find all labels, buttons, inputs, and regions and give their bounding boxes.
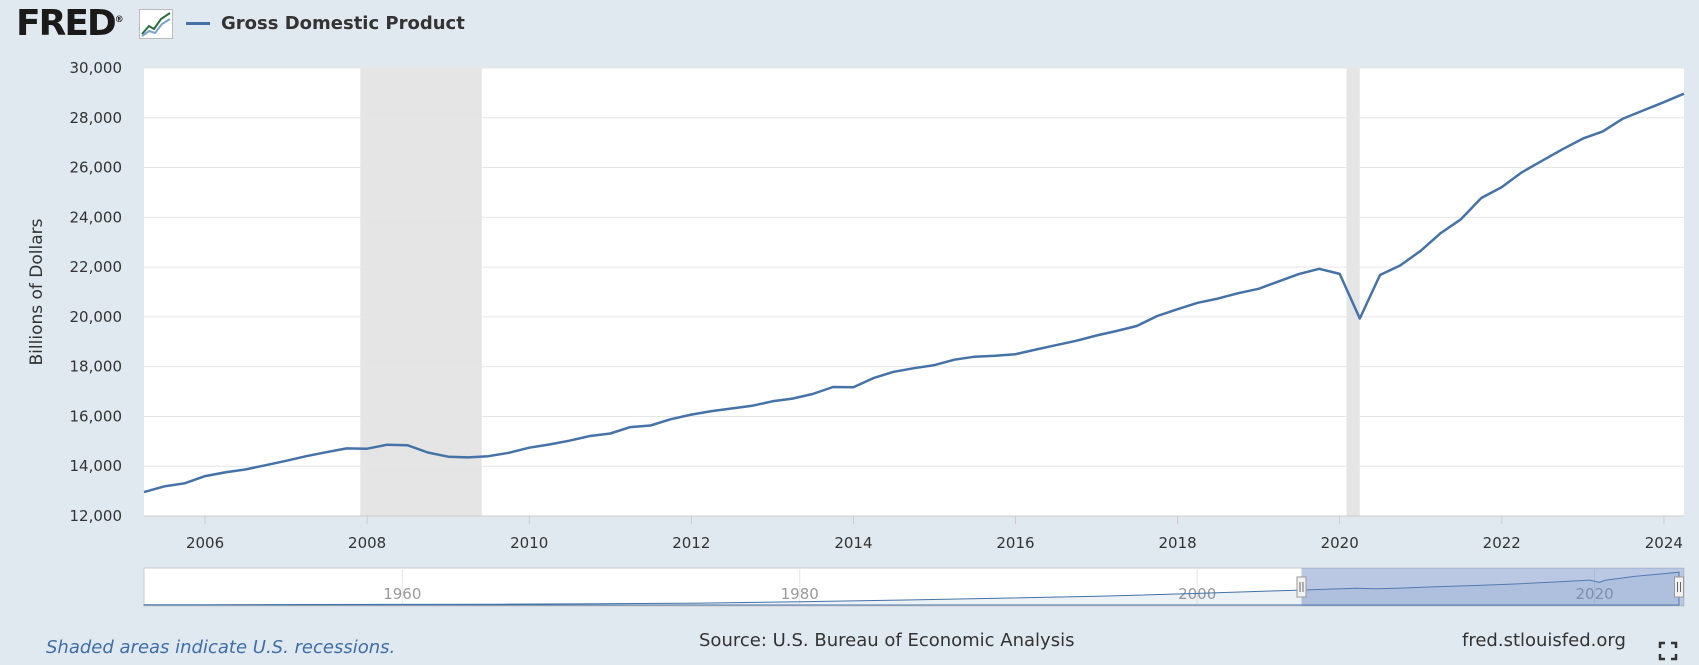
recession-note: Shaded areas indicate U.S. recessions. bbox=[46, 637, 396, 658]
navigator-handle-grip[interactable] bbox=[1674, 576, 1684, 598]
source-text: Source: U.S. Bureau of Economic Analysis bbox=[699, 630, 1075, 651]
y-tick-label: 16,000 bbox=[70, 407, 123, 425]
fred-logo[interactable]: FRED® bbox=[16, 2, 124, 46]
y-tick-label: 12,000 bbox=[70, 507, 123, 525]
y-tick-label: 30,000 bbox=[70, 59, 123, 77]
legend-label: Gross Domestic Product bbox=[221, 12, 465, 34]
recession-band-1 bbox=[360, 68, 482, 516]
navigator-tick-label: 2000 bbox=[1178, 585, 1216, 603]
x-axis-ticks: 2006 2008 2010 2012 2014 2016 2018 2020 2022 2024 bbox=[144, 515, 1684, 552]
navigator-handle-grip[interactable] bbox=[1296, 576, 1307, 598]
series-line-gdp[interactable] bbox=[143, 92, 1685, 494]
x-tick-label: 2014 bbox=[834, 534, 872, 552]
y-axis-ticks: 12,000 14,000 16,000 18,000 20,000 22,000 24,0… bbox=[70, 59, 123, 525]
x-tick-label: 2024 bbox=[1645, 534, 1683, 552]
navigator-tick-label: 1960 bbox=[383, 585, 421, 603]
x-tick-label: 2022 bbox=[1483, 534, 1521, 552]
legend-swatch bbox=[186, 21, 210, 25]
chart-header: FRED® Gross Domestic Product bbox=[0, 0, 700, 48]
navigator-tick-label: 2020 bbox=[1575, 585, 1613, 603]
y-tick-label: 28,000 bbox=[70, 109, 123, 127]
y-tick-label: 14,000 bbox=[70, 457, 123, 475]
navigator-ticks: 1960 1980 2000 2020 bbox=[383, 568, 1614, 606]
fullscreen-icon[interactable] bbox=[1658, 641, 1678, 661]
navigator-handle-left[interactable] bbox=[1296, 576, 1307, 598]
y-axis-label: Billions of Dollars bbox=[27, 218, 47, 365]
x-tick-label: 2008 bbox=[348, 534, 386, 552]
y-tick-label: 18,000 bbox=[70, 358, 123, 376]
navigator-series-area bbox=[143, 571, 1680, 606]
site-link[interactable]: fred.stlouisfed.org bbox=[1462, 630, 1626, 651]
navigator-selected-range[interactable] bbox=[1301, 568, 1684, 606]
x-tick-label: 2012 bbox=[672, 534, 710, 552]
navigator-handle-right[interactable] bbox=[1674, 576, 1684, 598]
x-tick-label: 2010 bbox=[510, 534, 548, 552]
fred-logo-text: FRED bbox=[16, 3, 117, 44]
navigator-tick-label: 1980 bbox=[781, 585, 819, 603]
x-tick-label: 2020 bbox=[1321, 534, 1359, 552]
recession-shading bbox=[360, 68, 1360, 516]
legend[interactable]: Gross Domestic Product bbox=[186, 10, 465, 36]
range-navigator[interactable]: 1960 1980 2000 2020 bbox=[143, 567, 1685, 607]
y-tick-label: 24,000 bbox=[70, 208, 123, 226]
y-tick-label: 22,000 bbox=[70, 258, 123, 276]
x-tick-label: 2018 bbox=[1158, 534, 1196, 552]
x-tick-label: 2016 bbox=[996, 534, 1034, 552]
y-tick-label: 26,000 bbox=[70, 159, 123, 177]
line-chart-icon bbox=[139, 9, 173, 39]
y-tick-label: 20,000 bbox=[70, 308, 123, 326]
registered-mark: ® bbox=[114, 15, 124, 25]
x-tick-label: 2006 bbox=[186, 534, 224, 552]
recession-band-2 bbox=[1346, 68, 1360, 516]
